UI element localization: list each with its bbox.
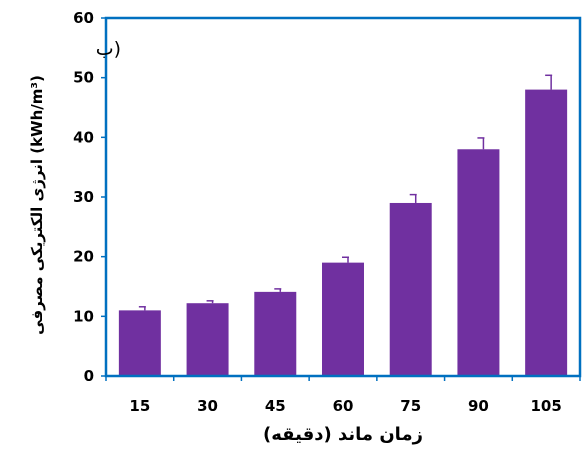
y-tick-label: 30 xyxy=(73,188,94,206)
y-tick-label: 50 xyxy=(73,69,94,87)
x-tick-label: 75 xyxy=(400,397,421,415)
error-bars xyxy=(138,74,553,311)
plot-frame xyxy=(104,16,582,378)
bar-75 xyxy=(389,202,432,376)
y-tick-label: 0 xyxy=(84,367,94,385)
x-tick-label: 30 xyxy=(197,397,218,415)
panel-label: (ب xyxy=(96,38,121,60)
x-tick-label: 60 xyxy=(333,397,354,415)
bars xyxy=(118,89,568,376)
y-axis-ticks: 0 10 20 30 40 50 60 xyxy=(73,9,106,385)
bar-105 xyxy=(525,89,568,376)
y-tick-label: 60 xyxy=(73,9,94,27)
y-tick-label: 20 xyxy=(73,248,94,266)
bar-90 xyxy=(457,149,500,376)
y-tick-label: 10 xyxy=(73,307,94,325)
bar-15 xyxy=(118,310,161,376)
x-tick-label: 45 xyxy=(265,397,286,415)
y-axis-title: انرژی الکتریکی مصرفی (kWh/m³) xyxy=(28,75,46,335)
bar-60 xyxy=(322,262,364,376)
bar-45 xyxy=(254,291,297,376)
x-tick-label: 15 xyxy=(129,397,150,415)
x-axis-title: زمان ماند (دقیقه) xyxy=(263,424,423,445)
y-tick-label: 40 xyxy=(73,128,94,146)
x-tick-label: 105 xyxy=(530,397,561,415)
x-axis-ticks: 15 30 45 60 75 90 105 xyxy=(105,376,581,415)
x-tick-label: 90 xyxy=(468,397,489,415)
bar-30 xyxy=(186,303,229,376)
